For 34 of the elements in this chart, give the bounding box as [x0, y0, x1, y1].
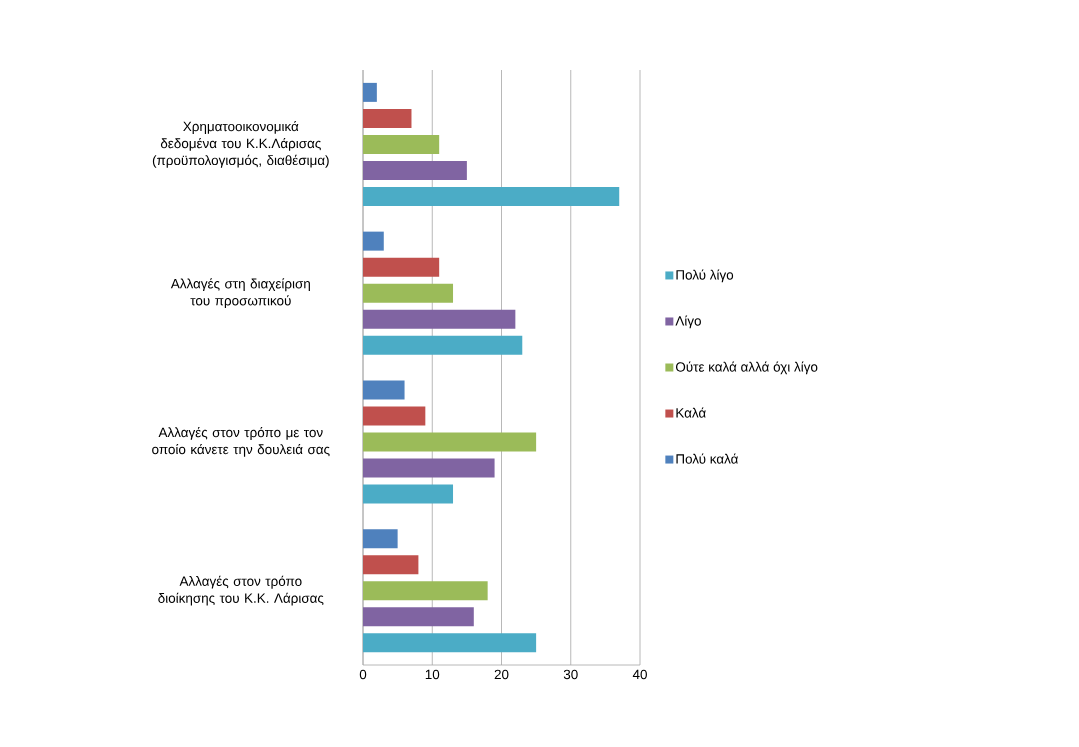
bar — [363, 406, 426, 426]
legend-label: Καλά — [676, 407, 706, 418]
bar — [363, 529, 398, 549]
bar — [363, 283, 454, 303]
y-tick-label: Χρηματοοικονομικά δεδομένα του Κ.Κ.Λάρισας (προϋπολογισμός, διαθέσιμα) — [152, 120, 329, 168]
bar — [363, 380, 405, 400]
y-tick-label: Αλλαγές στον τρόπο με τον οποίο κάνετε την δουλειά σας — [152, 426, 330, 457]
x-tick-label: 40 — [632, 669, 647, 680]
bar — [363, 186, 620, 206]
bar — [363, 432, 537, 452]
y-tick-label: Αλλαγές στη διαχείριση του προσωπικού — [170, 278, 310, 309]
bar — [363, 458, 495, 478]
bar — [363, 108, 412, 128]
bar — [363, 484, 454, 504]
bar — [363, 335, 523, 355]
bar — [363, 134, 440, 154]
y-tick-label: Αλλαγές στον τρόπο διοίκησης του Κ.Κ. Λάρισας — [158, 575, 324, 606]
bar — [363, 82, 377, 102]
bar — [363, 231, 384, 251]
x-tick-label: 30 — [563, 669, 578, 680]
x-tick-label: 10 — [425, 669, 440, 680]
legend-label: Πολύ καλά — [676, 453, 739, 464]
bar — [363, 607, 474, 627]
bar — [363, 633, 537, 653]
x-tick-label: 20 — [494, 669, 509, 680]
bar — [363, 555, 419, 575]
bar — [363, 257, 440, 277]
legend-label: Ούτε καλά αλλά όχι λίγο — [675, 361, 818, 375]
legend-label: Λίγο — [675, 315, 701, 329]
bar — [363, 160, 467, 180]
bar — [363, 309, 516, 329]
legend-label: Πολύ λίγο — [676, 269, 734, 283]
bar — [363, 581, 488, 601]
x-tick-label: 0 — [359, 669, 367, 680]
